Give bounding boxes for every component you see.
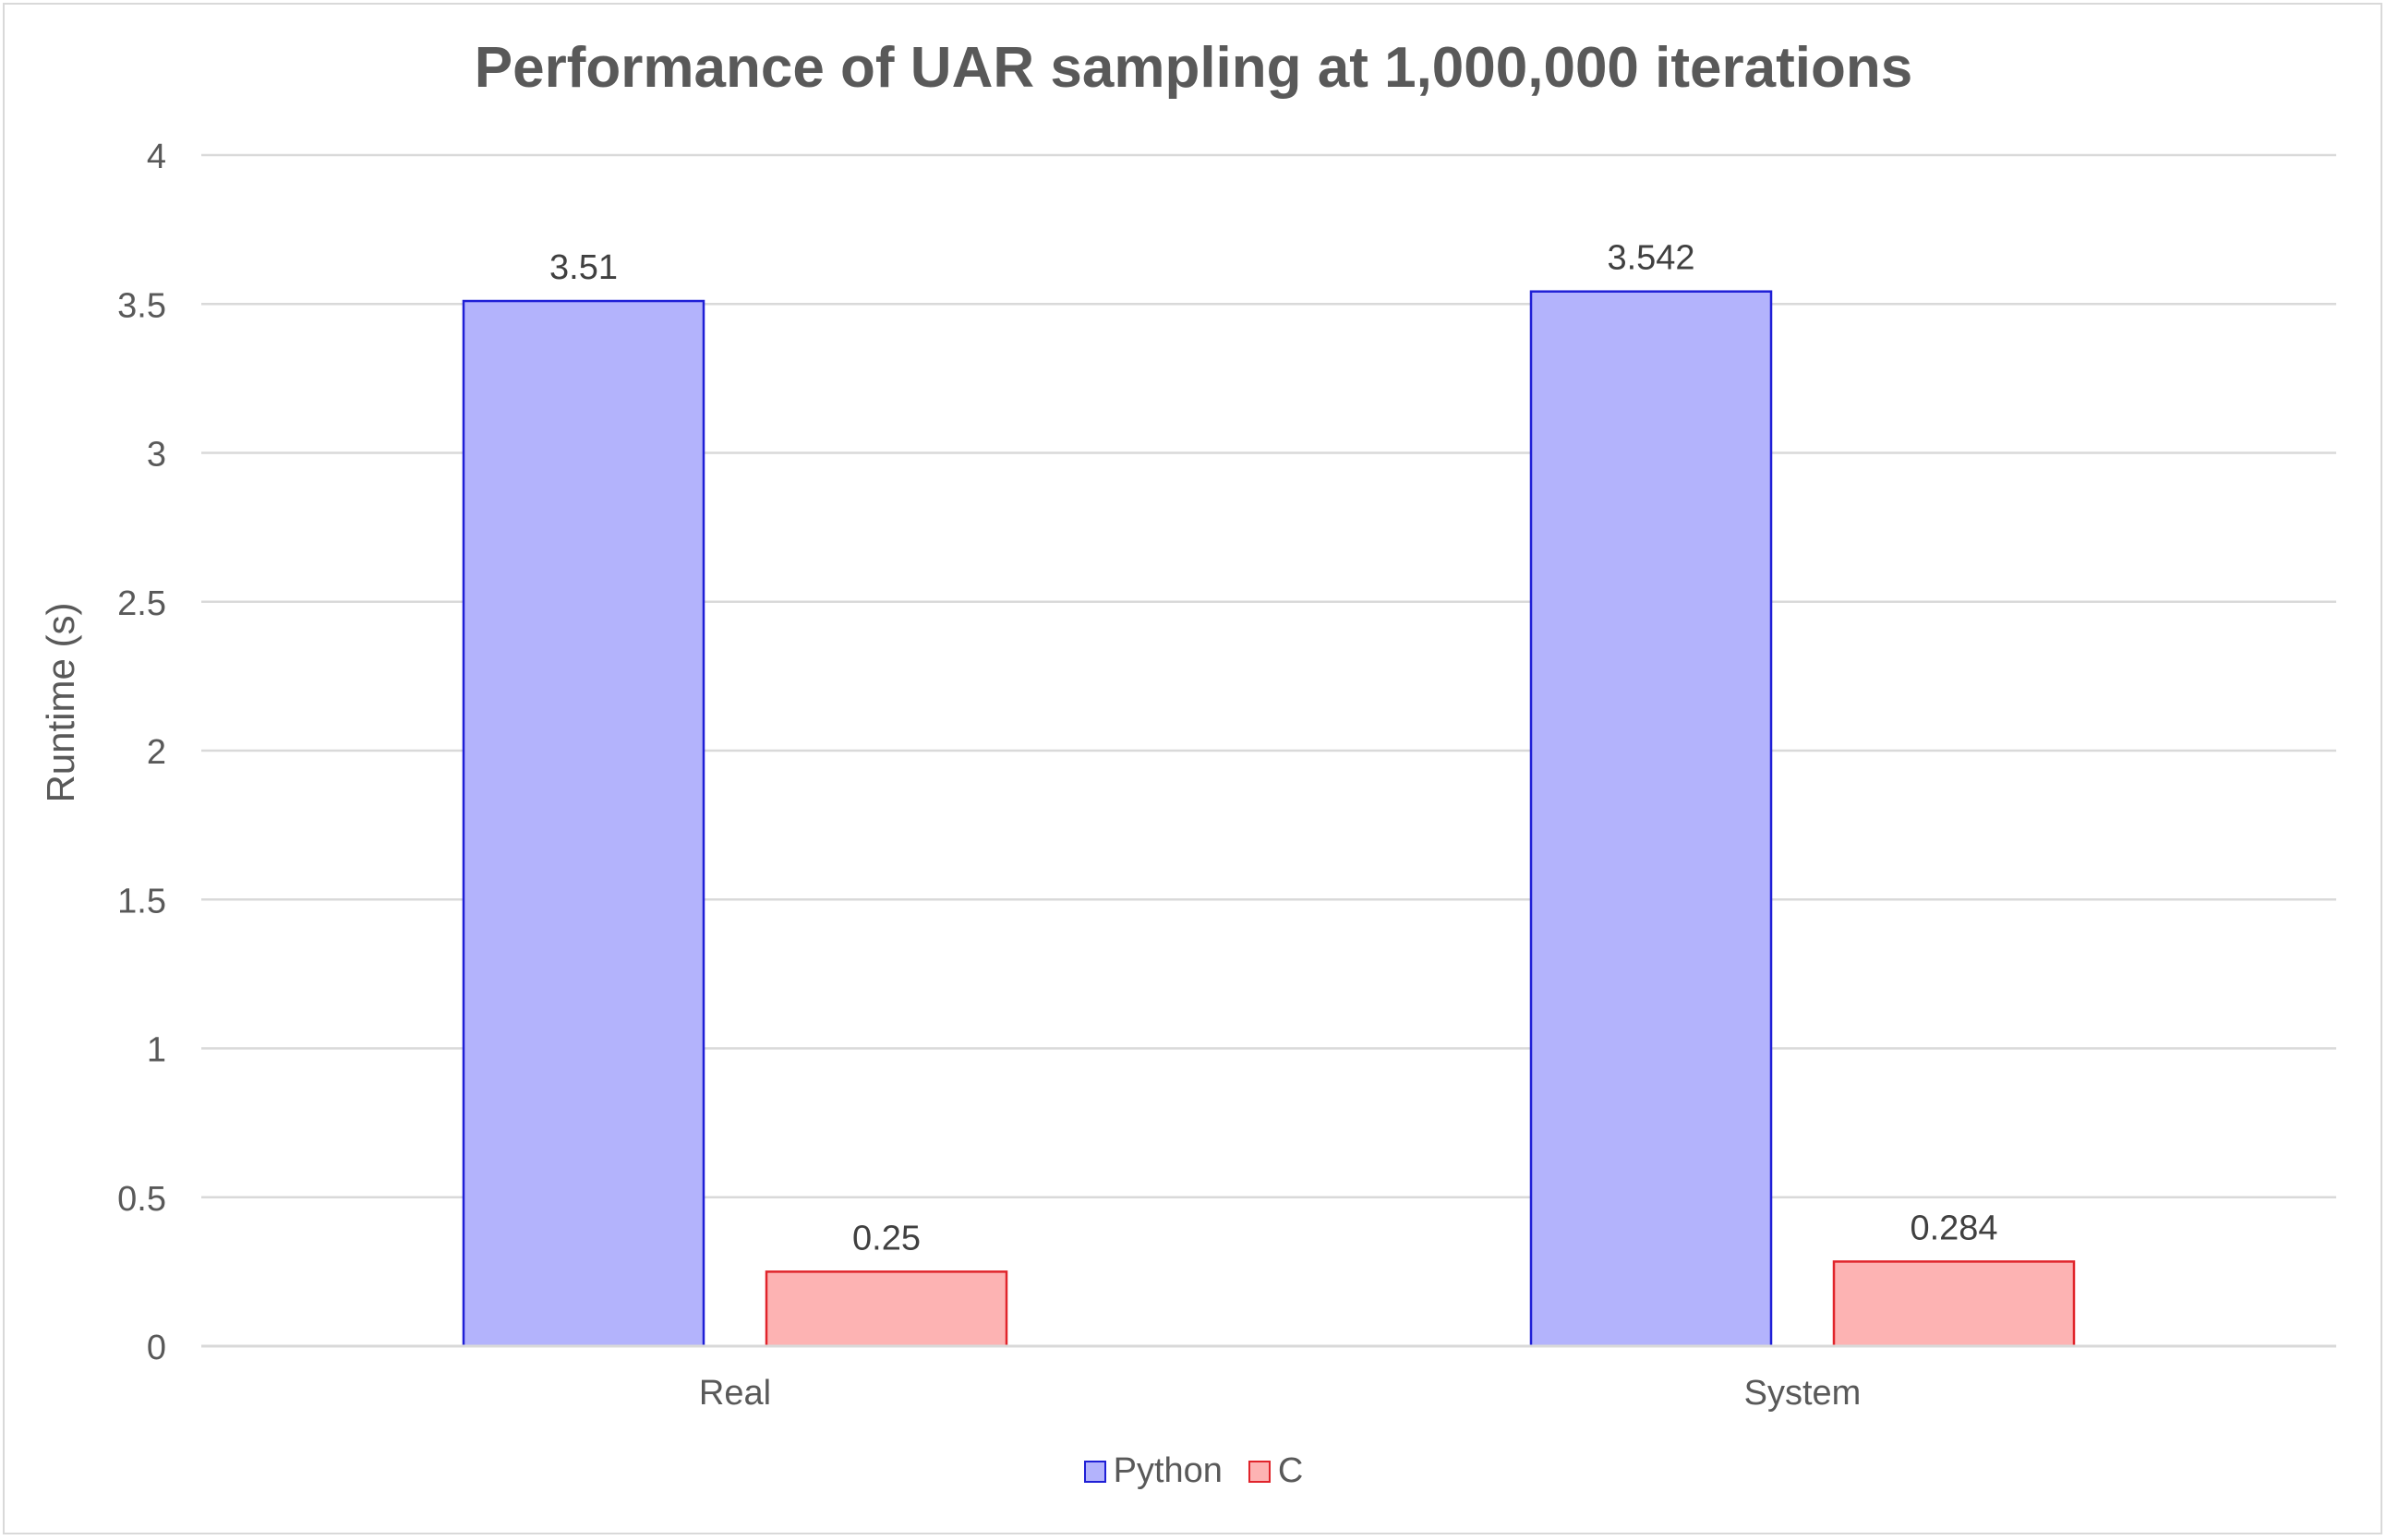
data-label: 0.25 — [852, 1219, 921, 1257]
chart-title: Performance of UAR sampling at 1,000,000… — [474, 36, 1913, 100]
y-tick-label: 3 — [147, 436, 166, 475]
legend-swatch-c — [1248, 1460, 1271, 1483]
y-tick-label: 1.5 — [117, 882, 166, 920]
y-tick-label: 4 — [147, 138, 166, 176]
legend-label-python: Python — [1113, 1451, 1223, 1490]
legend-item-python: Python — [1083, 1451, 1223, 1491]
legend-label-c: C — [1277, 1451, 1304, 1490]
bar-c-system — [1832, 1260, 2076, 1348]
legend-item-c: C — [1248, 1451, 1303, 1491]
bar-python-system — [1529, 290, 1773, 1348]
y-tick-label: 1 — [147, 1031, 166, 1070]
x-tick-label: System — [1744, 1374, 1862, 1413]
bar-c-real — [765, 1270, 1008, 1348]
data-label: 3.51 — [549, 248, 618, 287]
y-tick-label: 2.5 — [117, 584, 166, 623]
y-tick-label: 0 — [147, 1329, 166, 1367]
x-tick-label: Real — [699, 1374, 771, 1413]
y-tick-label: 3.5 — [117, 286, 166, 325]
bar-python-real — [462, 299, 705, 1348]
y-tick-label: 2 — [147, 733, 166, 772]
data-label: 0.284 — [1910, 1209, 1997, 1247]
data-label: 3.542 — [1607, 239, 1694, 278]
legend: Python C — [0, 1451, 2387, 1491]
y-tick-label: 0.5 — [117, 1180, 166, 1219]
legend-swatch-python — [1083, 1460, 1106, 1483]
